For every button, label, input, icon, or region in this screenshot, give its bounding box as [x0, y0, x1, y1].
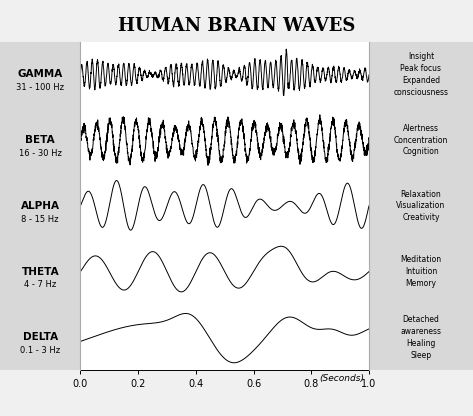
- Text: Insight
Peak focus
Expanded
consciousness: Insight Peak focus Expanded consciousnes…: [394, 52, 448, 97]
- Text: (Seconds): (Seconds): [319, 374, 364, 384]
- Text: Meditation
Intuition
Memory: Meditation Intuition Memory: [401, 255, 441, 288]
- Text: ALPHA: ALPHA: [21, 201, 60, 211]
- Text: GAMMA: GAMMA: [18, 69, 63, 79]
- Text: 31 - 100 Hz: 31 - 100 Hz: [16, 83, 64, 92]
- Text: 4 - 7 Hz: 4 - 7 Hz: [24, 280, 56, 290]
- Text: DELTA: DELTA: [23, 332, 58, 342]
- Text: THETA: THETA: [21, 267, 59, 277]
- Text: Detached
awareness
Healing
Sleep: Detached awareness Healing Sleep: [401, 315, 441, 359]
- Text: HUMAN BRAIN WAVES: HUMAN BRAIN WAVES: [118, 17, 355, 35]
- Text: 0.1 - 3 Hz: 0.1 - 3 Hz: [20, 346, 60, 355]
- Text: BETA: BETA: [26, 135, 55, 145]
- Text: 8 - 15 Hz: 8 - 15 Hz: [21, 215, 59, 224]
- Text: Alertness
Concentration
Cognition: Alertness Concentration Cognition: [394, 124, 448, 156]
- Text: 16 - 30 Hz: 16 - 30 Hz: [19, 149, 61, 158]
- Text: Relaxation
Visualization
Creativity: Relaxation Visualization Creativity: [396, 190, 446, 222]
